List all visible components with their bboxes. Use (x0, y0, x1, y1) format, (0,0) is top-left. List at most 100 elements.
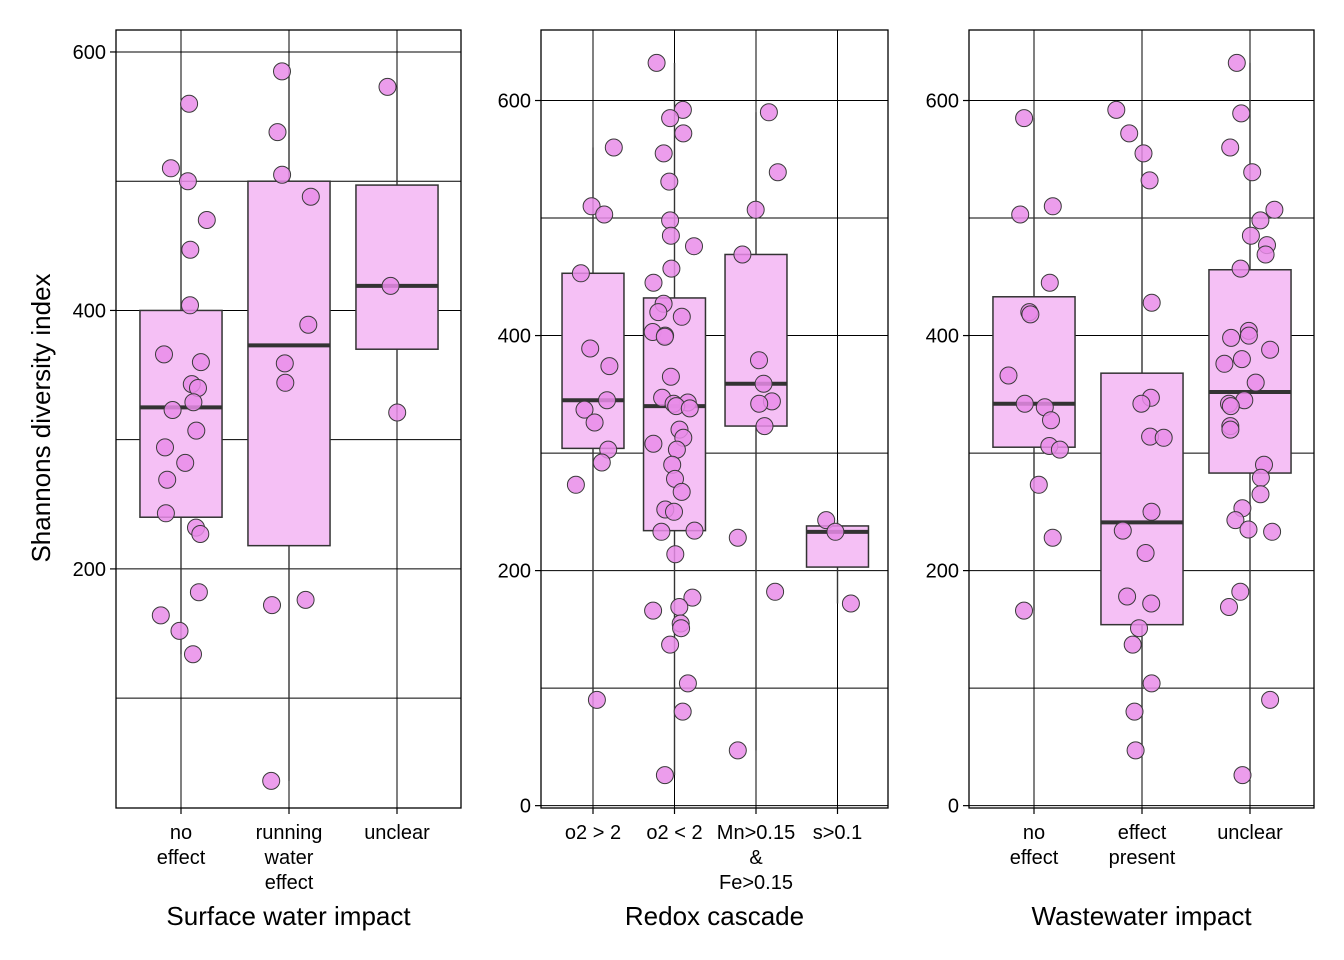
data-point (746, 200, 765, 219)
data-point (1220, 598, 1238, 616)
data-point (1113, 521, 1132, 540)
y-tick-label: 0 (520, 796, 531, 818)
data-point (301, 187, 320, 206)
data-point (647, 53, 666, 72)
data-point (1261, 340, 1280, 359)
data-point (644, 601, 663, 620)
y-tick-label: 400 (498, 326, 531, 348)
data-point (841, 594, 860, 613)
x-tick-label: & (749, 847, 763, 869)
data-point (273, 165, 292, 184)
x-tick-label: Mn>0.15 (717, 822, 795, 844)
data-point (1134, 144, 1153, 163)
x-axis-title: Redox cascade (625, 901, 804, 931)
data-point (672, 307, 691, 326)
x-tick-label: effect (1118, 822, 1167, 844)
y-tick-label: 0 (948, 796, 959, 818)
data-point (1136, 544, 1155, 562)
data-point (197, 211, 216, 229)
data-point (176, 453, 195, 472)
y-tick-label: 200 (73, 559, 106, 581)
data-point (566, 475, 585, 494)
data-point (1221, 397, 1240, 416)
data-point (826, 522, 845, 541)
data-point (1011, 205, 1030, 224)
y-axis-title: Shannons diversity index (26, 273, 56, 562)
data-point (1227, 53, 1246, 72)
x-tick-label: water (264, 847, 314, 869)
data-point (1142, 594, 1161, 613)
data-point (1043, 197, 1062, 216)
data-point (1040, 273, 1059, 292)
data-point (155, 345, 173, 364)
box (139, 309, 223, 518)
data-point (571, 264, 590, 283)
data-point (156, 438, 174, 457)
data-point (1130, 619, 1148, 638)
data-point (587, 690, 606, 709)
data-point (262, 771, 281, 790)
data-point (1132, 394, 1151, 413)
data-point (276, 373, 295, 392)
data-point (191, 525, 210, 543)
data-point (299, 315, 318, 334)
data-point (1015, 394, 1034, 413)
data-point (275, 354, 294, 373)
data-point (378, 77, 397, 96)
data-point (665, 502, 683, 521)
data-point (181, 240, 200, 259)
data-point (685, 237, 703, 256)
data-point (184, 645, 202, 664)
x-tick-label: present (1109, 847, 1176, 869)
data-point (592, 453, 611, 472)
x-tick-label: no (170, 822, 192, 844)
data-point (187, 421, 206, 440)
x-tick-label: Fe>0.15 (719, 872, 793, 894)
data-point (263, 596, 281, 615)
data-point (1261, 690, 1280, 709)
data-point (667, 440, 686, 459)
data-point (755, 417, 774, 436)
data-point (1140, 171, 1159, 190)
data-point (750, 351, 768, 370)
data-point (1154, 428, 1173, 447)
data-point (581, 339, 600, 358)
data-point (600, 357, 619, 376)
data-point (1232, 350, 1251, 369)
data-point (170, 621, 189, 640)
data-point (268, 123, 287, 142)
data-point (1221, 420, 1240, 439)
data-point (733, 245, 752, 264)
data-point (1050, 440, 1069, 459)
data-point (661, 367, 680, 386)
data-point (754, 374, 773, 393)
data-point (191, 353, 210, 372)
data-point (661, 635, 680, 654)
data-point (750, 394, 769, 413)
data-point (728, 741, 747, 760)
data-point (1222, 328, 1241, 347)
data-point (575, 400, 594, 419)
data-point (1015, 109, 1034, 128)
data-point (644, 434, 663, 453)
data-point (654, 144, 673, 163)
data-point (273, 62, 291, 81)
data-point (1126, 741, 1145, 760)
data-point (766, 582, 785, 601)
data-point (680, 399, 699, 418)
y-tick-label: 600 (498, 91, 531, 113)
data-point (158, 470, 177, 489)
data-point (673, 702, 692, 721)
data-point (604, 138, 623, 157)
data-point (1142, 502, 1161, 521)
x-tick-label: effect (157, 847, 206, 869)
data-point (661, 109, 680, 128)
data-point (670, 598, 689, 616)
data-point (1043, 528, 1062, 547)
data-point (161, 159, 180, 178)
data-point (1232, 104, 1251, 123)
x-axis-title: Surface water impact (166, 901, 411, 931)
data-point (585, 413, 604, 432)
y-tick-label: 400 (73, 300, 106, 322)
data-point (1243, 163, 1262, 182)
